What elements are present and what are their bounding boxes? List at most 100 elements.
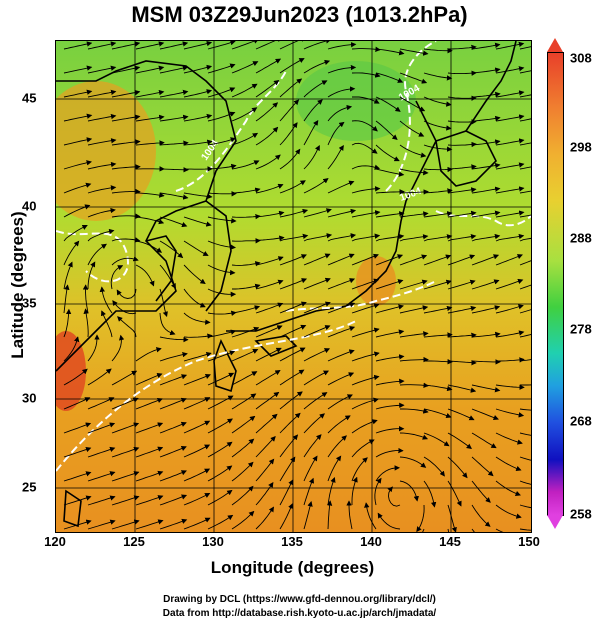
streamline <box>101 310 113 338</box>
streamline <box>207 264 236 276</box>
streamline <box>279 434 299 458</box>
y-tick-label: 25 <box>22 479 37 495</box>
streamline <box>423 432 450 447</box>
streamline <box>159 288 168 318</box>
streamline <box>207 191 237 197</box>
map-svg: 1004 1004 1004 <box>56 41 531 532</box>
streamline <box>495 528 504 532</box>
streamline <box>495 233 525 242</box>
streamline <box>111 334 125 362</box>
streamline <box>375 72 404 83</box>
streamline <box>327 278 356 290</box>
streamline <box>327 86 356 98</box>
streamline <box>399 356 429 363</box>
colorbar-tick-label: 298 <box>570 139 592 155</box>
colorbar-tick-label: 258 <box>570 506 592 522</box>
streamline <box>183 420 211 434</box>
streamline <box>447 141 477 148</box>
streamline <box>255 183 284 194</box>
streamline <box>399 168 429 176</box>
streamline <box>448 44 477 51</box>
streamline <box>416 504 425 532</box>
streamline <box>375 189 405 195</box>
streamline <box>87 228 115 242</box>
streamline <box>87 243 107 266</box>
streamline <box>87 519 116 530</box>
streamline <box>111 65 141 74</box>
streamline <box>183 351 212 362</box>
coast-kyushu <box>213 338 237 393</box>
streamline <box>495 66 525 74</box>
streamline <box>327 302 356 314</box>
streamline <box>183 288 206 308</box>
streamline <box>495 41 525 50</box>
streamline <box>159 264 176 289</box>
streamline <box>279 148 301 170</box>
streamline <box>447 164 477 170</box>
streamline <box>471 186 501 194</box>
streamline <box>231 107 258 122</box>
streamline <box>255 458 275 482</box>
streamline <box>159 192 189 200</box>
streamline <box>63 240 80 266</box>
streamline <box>399 305 429 314</box>
streamline <box>159 41 189 50</box>
streamline <box>63 368 88 386</box>
streamline <box>423 408 452 419</box>
streamline <box>303 477 315 506</box>
streamline <box>135 41 165 50</box>
colorbar-tick-label: 288 <box>570 230 592 246</box>
streamline <box>135 89 165 98</box>
streamline <box>327 64 357 74</box>
streamline <box>159 167 189 173</box>
streamline <box>327 394 353 410</box>
streamline <box>519 237 531 242</box>
hot-patch <box>56 331 86 411</box>
streamline <box>279 208 309 218</box>
streamline <box>63 41 93 50</box>
isobar <box>385 41 437 192</box>
streamline <box>447 359 477 366</box>
streamline <box>63 284 70 314</box>
streamline <box>63 65 93 74</box>
streamline <box>255 391 280 410</box>
streamline <box>351 210 381 218</box>
streamline <box>279 301 307 314</box>
streamline <box>303 348 331 362</box>
streamline <box>255 58 282 74</box>
streamline <box>87 138 117 146</box>
streamline <box>117 316 137 338</box>
streamline <box>423 188 453 194</box>
streamline <box>447 119 477 125</box>
streamline <box>183 64 213 74</box>
streamline <box>207 418 233 434</box>
streamline <box>111 213 141 219</box>
streamline <box>135 519 164 530</box>
streamline <box>255 279 284 290</box>
streamline <box>495 186 525 194</box>
streamline <box>231 61 259 74</box>
streamline <box>519 190 531 194</box>
isobars <box>56 41 531 472</box>
streamline <box>279 324 307 338</box>
streamline <box>111 164 141 170</box>
streamline <box>279 254 307 266</box>
streamline <box>63 519 92 530</box>
streamline <box>63 89 93 98</box>
streamline <box>495 138 525 146</box>
streamline <box>63 204 91 218</box>
streamline <box>135 114 165 122</box>
streamline <box>83 308 89 338</box>
streamline <box>519 334 531 338</box>
streamline <box>63 224 88 242</box>
streamline <box>231 371 258 386</box>
streamline <box>351 164 381 170</box>
streamline <box>471 91 501 98</box>
streamline <box>111 422 140 434</box>
streamline <box>327 455 342 482</box>
colorbar-min-triangle <box>547 515 563 529</box>
streamline <box>423 305 453 314</box>
streamline <box>351 419 378 434</box>
streamline <box>135 240 163 253</box>
streamline <box>87 89 117 98</box>
